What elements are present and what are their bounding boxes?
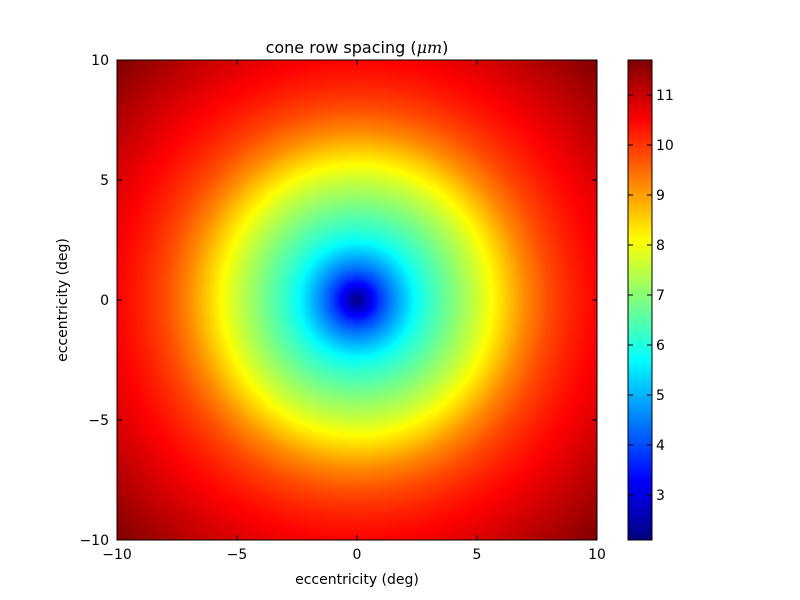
chart-title: cone row spacing (μm) [266,38,449,57]
plot-area-frame [116,59,598,541]
colorbar-tick-label: 3 [656,488,665,504]
x-tick-label: −5 [227,547,248,563]
x-axis-ticks: −10 −5 0 5 10 [102,60,606,563]
x-axis-label: eccentricity (deg) [295,572,419,588]
colorbar-tick-label: 5 [656,388,665,404]
x-tick-label: 0 [353,547,362,563]
y-tick-label: −5 [88,413,109,429]
colorbar-tick-label: 11 [656,88,674,104]
y-axis-ticks: −10 −5 0 5 10 [79,53,597,549]
colorbar-frame [627,59,653,541]
x-tick-label: −10 [102,547,132,563]
colorbar-tick-label: 10 [656,138,674,154]
colorbar-tick-label: 6 [656,338,665,354]
colorbar-tick-label: 7 [656,288,665,304]
y-axis-label: eccentricity (deg) [55,238,71,362]
colorbar-tick-label: 4 [656,438,665,454]
heatmap [117,60,597,540]
x-tick-label: 5 [473,547,482,563]
y-tick-label: 5 [100,173,109,189]
colorbar-ticks: 3 4 5 6 7 8 9 10 11 [628,88,674,504]
y-tick-label: 0 [100,293,109,309]
colorbar-gradient [628,60,652,540]
x-tick-label: 10 [588,547,606,563]
colorbar-tick-label: 8 [656,238,665,254]
y-tick-label: −10 [79,533,109,549]
y-tick-label: 10 [91,53,109,69]
colorbar-tick-label: 9 [656,188,665,204]
